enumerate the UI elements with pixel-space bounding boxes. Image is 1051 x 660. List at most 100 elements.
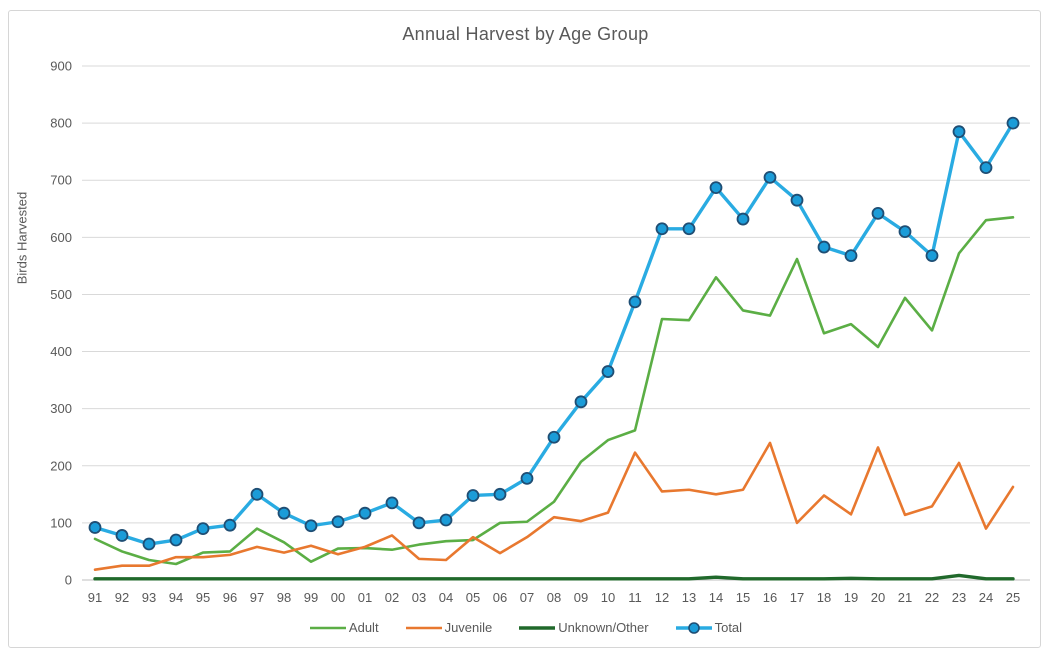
y-tick-label: 900 bbox=[50, 59, 72, 74]
data-point-marker bbox=[601, 365, 615, 378]
data-point-marker bbox=[817, 240, 831, 254]
x-tick-label: 07 bbox=[520, 590, 534, 605]
x-tick-label: 04 bbox=[439, 590, 453, 605]
data-point-marker bbox=[763, 170, 777, 184]
x-tick-label: 14 bbox=[709, 590, 723, 605]
data-point-marker bbox=[88, 521, 102, 534]
legend-swatch bbox=[519, 625, 556, 630]
x-tick-label: 17 bbox=[790, 590, 804, 605]
data-point-marker bbox=[925, 249, 939, 263]
data-point-marker bbox=[169, 533, 183, 547]
data-point-marker bbox=[277, 506, 291, 520]
legend-label: Adult bbox=[348, 620, 379, 635]
legend-label: Juvenile bbox=[444, 620, 493, 635]
series-line-total bbox=[93, 121, 1015, 546]
x-tick-label: 15 bbox=[736, 590, 750, 605]
data-point-marker bbox=[142, 537, 156, 551]
x-tick-label: 21 bbox=[898, 590, 912, 605]
data-point-marker bbox=[871, 206, 885, 220]
x-tick-label: 20 bbox=[871, 590, 885, 605]
series-line-juvenile bbox=[93, 441, 1015, 572]
x-tick-label: 94 bbox=[169, 590, 183, 605]
x-tick-label: 92 bbox=[115, 590, 129, 605]
x-tick-label: 16 bbox=[763, 590, 777, 605]
data-point-marker bbox=[358, 506, 372, 520]
data-point-marker bbox=[196, 522, 210, 535]
x-tick-label: 11 bbox=[628, 590, 642, 605]
x-tick-label: 97 bbox=[250, 590, 264, 605]
y-tick-label: 200 bbox=[50, 458, 72, 473]
x-tick-label: 25 bbox=[1006, 590, 1020, 605]
data-point-marker bbox=[547, 430, 561, 444]
legend-label: Total bbox=[714, 620, 743, 635]
x-tick-label: 12 bbox=[655, 590, 669, 605]
x-tick-label: 22 bbox=[925, 590, 939, 605]
data-point-marker bbox=[412, 516, 426, 530]
x-tick-label: 09 bbox=[574, 590, 588, 605]
data-point-marker bbox=[1006, 116, 1020, 130]
y-tick-label: 0 bbox=[65, 573, 72, 588]
x-tick-label: 06 bbox=[493, 590, 507, 605]
y-tick-label: 800 bbox=[50, 116, 72, 131]
series-line-adult bbox=[93, 216, 1015, 566]
x-tick-label: 91 bbox=[88, 590, 102, 605]
data-point-marker bbox=[898, 225, 912, 239]
legend-label: Unknown/Other bbox=[558, 620, 649, 635]
data-point-marker bbox=[331, 515, 345, 529]
y-tick-label: 400 bbox=[50, 344, 72, 359]
data-point-marker bbox=[979, 161, 993, 175]
legend-swatch bbox=[405, 626, 442, 629]
x-tick-label: 00 bbox=[331, 590, 345, 605]
data-point-marker bbox=[304, 519, 318, 533]
x-tick-label: 10 bbox=[601, 590, 615, 605]
data-point-marker bbox=[709, 181, 723, 195]
data-point-marker bbox=[520, 471, 534, 485]
x-tick-label: 03 bbox=[412, 590, 426, 605]
legend-item-total: Total bbox=[675, 620, 742, 635]
x-tick-label: 19 bbox=[844, 590, 858, 605]
x-tick-label: 96 bbox=[223, 590, 237, 605]
data-point-marker bbox=[250, 487, 264, 501]
y-tick-label: 500 bbox=[50, 287, 72, 302]
x-tick-label: 05 bbox=[466, 590, 480, 605]
data-point-marker bbox=[655, 222, 669, 236]
x-tick-label: 98 bbox=[277, 590, 291, 605]
x-tick-label: 13 bbox=[682, 590, 696, 605]
data-point-marker bbox=[628, 295, 642, 309]
series-line-unknown-other bbox=[93, 573, 1015, 581]
data-point-marker bbox=[385, 496, 399, 510]
chart-title: Annual Harvest by Age Group bbox=[402, 24, 649, 44]
legend-marker-dot bbox=[687, 621, 700, 634]
legend: Adult Juvenile Unknown/Other Total bbox=[0, 620, 1051, 635]
legend-item-unknown-other: Unknown/Other bbox=[518, 620, 649, 635]
x-tick-label: 23 bbox=[952, 590, 966, 605]
x-tick-label: 08 bbox=[547, 590, 561, 605]
data-point-marker bbox=[466, 489, 480, 502]
legend-item-adult: Adult bbox=[309, 620, 379, 635]
data-point-marker bbox=[493, 487, 507, 501]
x-tick-label: 93 bbox=[142, 590, 156, 605]
data-point-marker bbox=[682, 222, 696, 236]
data-point-marker bbox=[439, 513, 453, 527]
chart-border-frame bbox=[8, 10, 1041, 648]
x-tick-label: 24 bbox=[979, 590, 993, 605]
data-point-marker bbox=[736, 212, 750, 226]
legend-item-juvenile: Juvenile bbox=[405, 620, 493, 635]
y-tick-label: 600 bbox=[50, 230, 72, 245]
data-point-marker bbox=[115, 529, 129, 542]
x-tick-label: 02 bbox=[385, 590, 399, 605]
y-tick-label: 100 bbox=[50, 515, 72, 530]
legend-swatch bbox=[675, 621, 712, 634]
data-point-marker bbox=[790, 193, 804, 207]
y-tick-label: 700 bbox=[50, 173, 72, 188]
legend-swatch bbox=[309, 626, 346, 629]
data-point-marker bbox=[844, 249, 858, 263]
x-tick-label: 95 bbox=[196, 590, 210, 605]
data-point-marker bbox=[574, 395, 588, 409]
y-tick-label: 300 bbox=[50, 401, 72, 416]
x-tick-label: 18 bbox=[817, 590, 831, 605]
x-tick-label: 99 bbox=[304, 590, 318, 605]
data-point-marker bbox=[223, 518, 237, 532]
